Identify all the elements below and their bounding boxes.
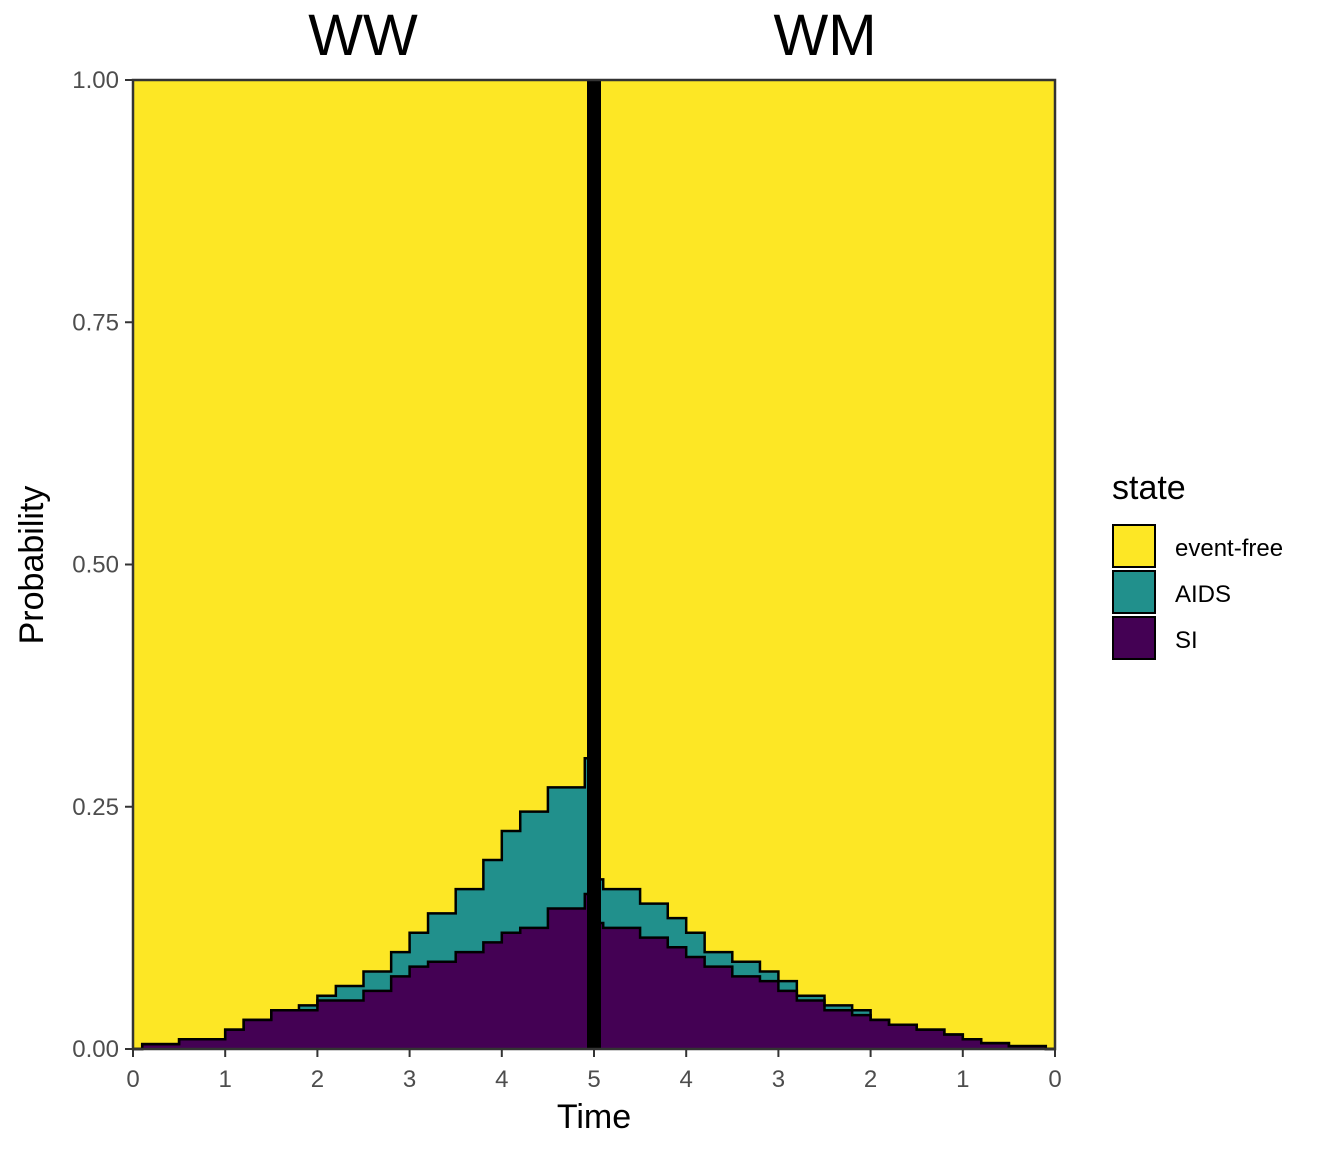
- legend: state event-free AIDS SI: [1112, 469, 1283, 660]
- x-tick-label: 3: [403, 1066, 416, 1093]
- x-tick-label: 1: [956, 1066, 969, 1093]
- outline-si-ww: [133, 892, 588, 1051]
- legend-title: state: [1112, 469, 1186, 507]
- legend-label-aids: AIDS: [1175, 581, 1231, 608]
- x-tick-label: 0: [126, 1066, 139, 1093]
- facet-divider: [587, 80, 601, 1049]
- x-tick-label: 0: [1048, 1066, 1061, 1093]
- x-tick-label: 5: [587, 1066, 600, 1093]
- y-tick-label: 0.75: [72, 309, 119, 336]
- x-tick-label: 4: [680, 1066, 693, 1093]
- x-tick-label: 3: [772, 1066, 785, 1093]
- area-si-wm: [600, 923, 1055, 1049]
- y-tick-label: 0.00: [72, 1036, 119, 1063]
- y-tick-label: 0.25: [72, 794, 119, 821]
- y-axis-title: Probability: [13, 486, 51, 645]
- legend-label-si: SI: [1175, 627, 1198, 654]
- outline-si-wm: [600, 921, 1055, 1051]
- y-tick-label: 1.00: [72, 67, 119, 94]
- area-si-ww: [133, 893, 588, 1049]
- x-axis: 0 1 2 3 4 5 4 3 2 1 0: [126, 1049, 1062, 1093]
- x-axis-title: Time: [557, 1098, 631, 1136]
- x-tick-label: 2: [311, 1066, 324, 1093]
- facet-title-wm: WM: [773, 3, 876, 68]
- legend-swatch-aids: [1112, 570, 1156, 614]
- legend-swatch-si: [1112, 616, 1156, 660]
- x-tick-label: 1: [219, 1066, 232, 1093]
- legend-label-event-free: event-free: [1175, 535, 1283, 562]
- x-tick-label: 4: [495, 1066, 508, 1093]
- plot-panel: [131, 78, 1057, 1051]
- legend-swatch-event-free: [1112, 524, 1156, 568]
- y-tick-label: 0.50: [72, 552, 119, 579]
- y-axis: 0.00 0.25 0.50 0.75 1.00: [72, 67, 133, 1063]
- facet-title-ww: WW: [308, 3, 418, 68]
- x-tick-label: 2: [864, 1066, 877, 1093]
